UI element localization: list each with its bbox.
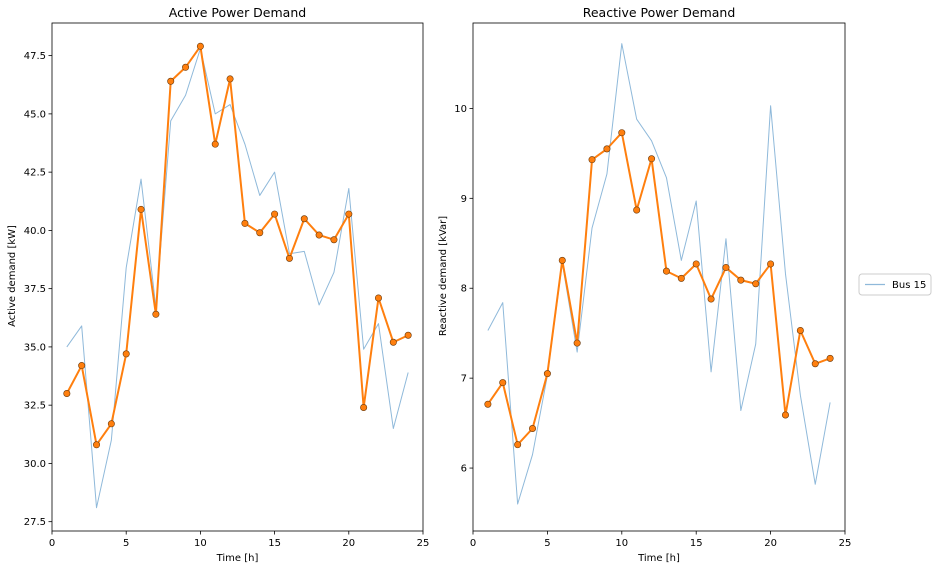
active-power-xtick-label: 10 (194, 538, 207, 549)
reactive-power-series-1-line (487, 131, 831, 446)
reactive-power-series-0-line (487, 43, 831, 505)
reactive-power-panel: Reactive Power Demand Time [h] Reactive … (438, 5, 851, 564)
active-power-ylabel: Active demand [kW] (7, 225, 18, 327)
active-power-point (196, 42, 204, 50)
active-power-point (285, 254, 293, 262)
reactive-power-ytick-label: 9 (461, 194, 467, 205)
reactive-power-ylabel: Reactive demand [kVar] (438, 216, 449, 336)
active-power-series-0-line (66, 48, 409, 509)
reactive-power-point (662, 267, 670, 275)
reactive-power-point (499, 379, 507, 387)
reactive-power-point (737, 276, 745, 284)
reactive-power-point (603, 145, 611, 153)
reactive-power-xtick-label: 10 (615, 538, 628, 549)
active-power-series-1-line (65, 45, 409, 446)
active-power-point (226, 75, 234, 83)
reactive-power-point (677, 274, 685, 282)
reactive-power-point (767, 260, 775, 268)
active-power-ytick-label: 45.0 (24, 109, 46, 120)
reactive-power-point (633, 206, 641, 214)
active-power-xtick-label: 15 (268, 538, 281, 549)
active-power-point (152, 310, 160, 318)
active-power-xtick-label: 20 (342, 538, 355, 549)
active-power-point (78, 362, 86, 370)
active-power-point (122, 350, 130, 358)
reactive-power-point (811, 360, 819, 368)
active-power-point (374, 294, 382, 302)
reactive-power-xtick-label: 15 (690, 538, 703, 549)
reactive-power-point (781, 411, 789, 419)
active-power-title: Active Power Demand (169, 5, 306, 20)
active-power-panel: Active Power Demand Time [h] Active dema… (7, 5, 429, 564)
reactive-power-point (529, 424, 537, 432)
active-power-point (241, 219, 249, 227)
active-power-point (167, 77, 175, 85)
legend-frame (858, 273, 932, 296)
active-power-ytick-label: 40.0 (24, 226, 46, 237)
active-power-ytick-label: 32.5 (24, 401, 46, 412)
reactive-power-point (826, 354, 834, 362)
reactive-power-ytick-label: 10 (454, 104, 467, 115)
active-power-ytick-label: 27.5 (24, 517, 46, 528)
reactive-power-point (648, 155, 656, 163)
reactive-power-ytick-label: 8 (461, 284, 467, 295)
reactive-power-point (573, 339, 581, 347)
reactive-power-ytick-label: 6 (461, 464, 467, 475)
active-power-ytick-label: 30.0 (24, 459, 46, 470)
active-power-point (211, 140, 219, 148)
active-power-point (256, 229, 264, 237)
active-power-point (330, 236, 338, 244)
reactive-power-point (514, 441, 522, 449)
active-power-ytick-label: 37.5 (24, 284, 46, 295)
active-power-ytick-label: 47.5 (24, 51, 46, 62)
reactive-power-xtick-label: 5 (544, 538, 550, 549)
reactive-power-xtick-label: 20 (764, 538, 777, 549)
active-power-point (182, 63, 190, 71)
legend: Bus 15 (858, 273, 932, 296)
reactive-power-point (543, 370, 551, 378)
reactive-power-point (558, 256, 566, 264)
active-power-ytick-label: 42.5 (24, 168, 46, 179)
active-power-ytick-label: 35.0 (24, 342, 46, 353)
reactive-power-xlabel: Time [h] (637, 553, 680, 564)
active-power-point (315, 231, 323, 239)
reactive-power-xtick-label: 0 (470, 538, 476, 549)
active-power-xtick-label: 5 (123, 538, 129, 549)
active-power-point (404, 331, 412, 339)
active-power-point (345, 210, 353, 218)
active-power-point (107, 420, 115, 428)
reactive-power-point (588, 156, 596, 164)
reactive-power-point (692, 260, 700, 268)
active-power-point (137, 205, 145, 213)
active-power-point (271, 210, 279, 218)
active-power-point (93, 441, 101, 449)
active-power-xtick-label: 0 (49, 538, 55, 549)
reactive-power-point (796, 326, 804, 334)
active-power-point (360, 403, 368, 411)
reactive-power-point (722, 264, 730, 272)
reactive-power-title: Reactive Power Demand (583, 5, 736, 20)
reactive-power-xtick-label: 25 (839, 538, 852, 549)
reactive-power-point (707, 295, 715, 303)
active-power-point (389, 338, 397, 346)
active-power-axes-frame (51, 22, 424, 532)
reactive-power-point (484, 400, 492, 408)
active-power-xlabel: Time [h] (216, 553, 259, 564)
active-power-xtick-label: 25 (417, 538, 430, 549)
reactive-power-ytick-label: 7 (461, 374, 467, 385)
reactive-power-point (618, 129, 626, 137)
active-power-point (63, 390, 71, 398)
reactive-power-point (752, 280, 760, 288)
reactive-power-axes-frame (472, 22, 846, 532)
legend-label-bus-15: Bus 15 (892, 280, 926, 291)
active-power-point (300, 215, 308, 223)
